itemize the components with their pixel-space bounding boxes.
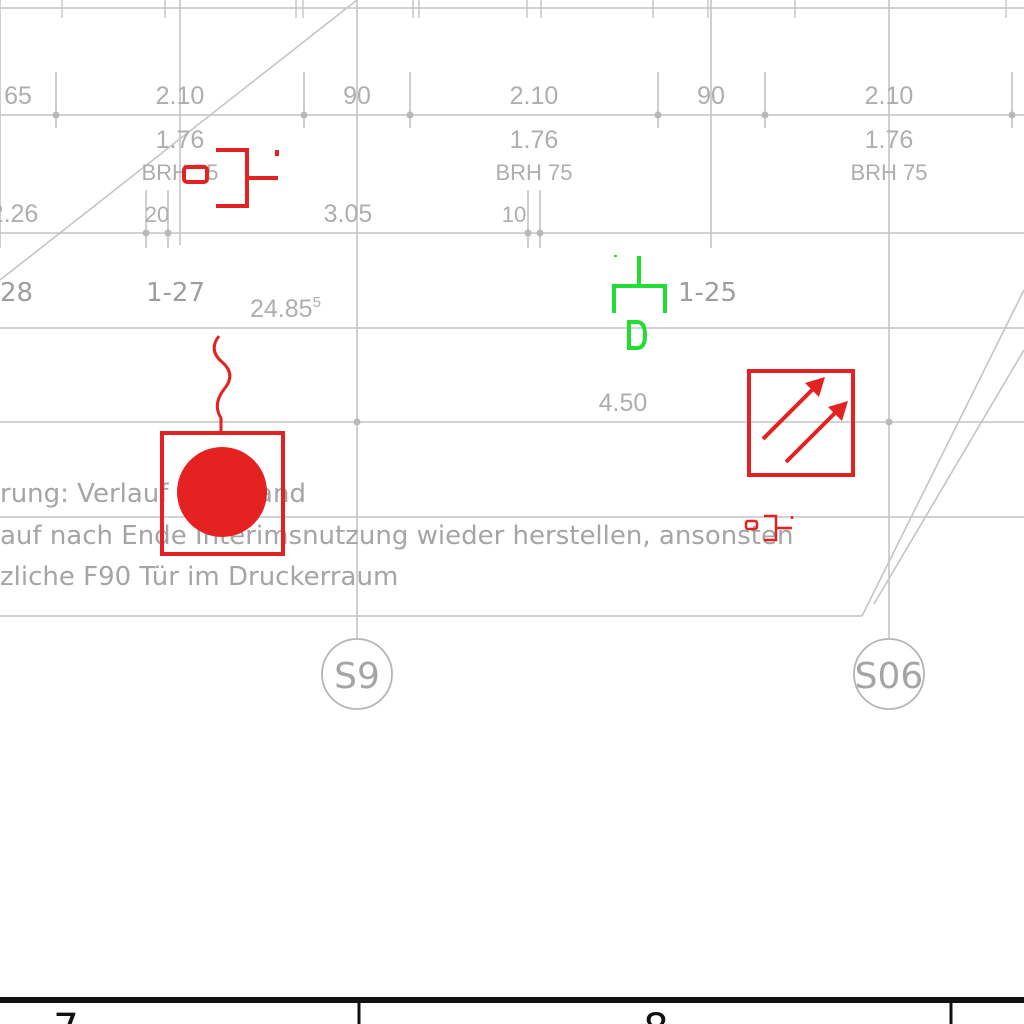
elevation-superscript: 5 bbox=[313, 294, 321, 311]
outlet-d-letter bbox=[627, 320, 648, 350]
network-outlet-red bbox=[182, 148, 279, 208]
dim-lower-1: 2.26 bbox=[0, 200, 38, 228]
outlet-d-marker bbox=[182, 165, 209, 184]
room-number-28: 28 bbox=[0, 278, 33, 308]
note-line-2: auf nach Ende Interimsnutzung wieder her… bbox=[0, 521, 793, 551]
dim-lower-4: 10 bbox=[502, 202, 526, 227]
sill-width-1: 1.76 bbox=[156, 126, 205, 154]
network-outlet-red-small bbox=[744, 514, 794, 542]
room-labels: 28 1-27 1-25 bbox=[0, 278, 737, 308]
axis-bubble bbox=[321, 638, 393, 710]
axis-label-s06: S06 bbox=[855, 656, 924, 697]
elevation-label: 24.855 bbox=[250, 294, 321, 323]
sill-width-2: 1.76 bbox=[510, 126, 559, 154]
sill-width-3: 1.76 bbox=[865, 126, 914, 154]
axis-label-s9: S9 bbox=[334, 656, 380, 697]
axis-bubble bbox=[853, 638, 925, 710]
axis-marker-s06: S06 bbox=[853, 638, 925, 710]
dim-top-5: 90 bbox=[697, 82, 725, 110]
elevation-value: 24.85 bbox=[250, 295, 313, 323]
dim-top-3: 90 bbox=[343, 82, 371, 110]
title-block-number-7: 7 bbox=[53, 1006, 78, 1024]
fire-protection-note: rung: Verlauf F90 Wand auf nach Ende Int… bbox=[0, 479, 793, 592]
dim-top-4: 2.10 bbox=[510, 82, 559, 110]
room-number-1-27: 1-27 bbox=[146, 278, 205, 308]
top-ticks bbox=[61, 0, 1007, 18]
sill-height-2: BRH 75 bbox=[495, 160, 572, 185]
note-line-3: zliche F90 Tür im Druckerraum bbox=[0, 562, 398, 592]
dimension-dots bbox=[52, 111, 1016, 426]
dimension-labels: 65 2.10 90 2.10 90 2.10 1.76 1.76 1.76 B… bbox=[0, 82, 928, 417]
room-number-1-25: 1-25 bbox=[678, 278, 737, 308]
dimension-ticks bbox=[55, 72, 1013, 248]
smoke-vent-icon bbox=[747, 369, 855, 477]
dim-top-2: 2.10 bbox=[156, 82, 205, 110]
dim-top-1: 65 bbox=[4, 82, 32, 110]
span-dimension: 4.50 bbox=[599, 389, 648, 417]
title-block: 7 8 bbox=[0, 997, 1024, 1024]
sill-height-3: BRH 75 bbox=[850, 160, 927, 185]
title-block-number-8: 8 bbox=[643, 1006, 668, 1024]
dim-top-6: 2.10 bbox=[865, 82, 914, 110]
dim-lower-3: 3.05 bbox=[324, 200, 373, 228]
dim-lower-2: 20 bbox=[145, 202, 169, 227]
heat-detector-icon bbox=[160, 335, 285, 556]
network-outlet-green bbox=[612, 255, 667, 350]
axis-marker-s9: S9 bbox=[321, 638, 393, 710]
